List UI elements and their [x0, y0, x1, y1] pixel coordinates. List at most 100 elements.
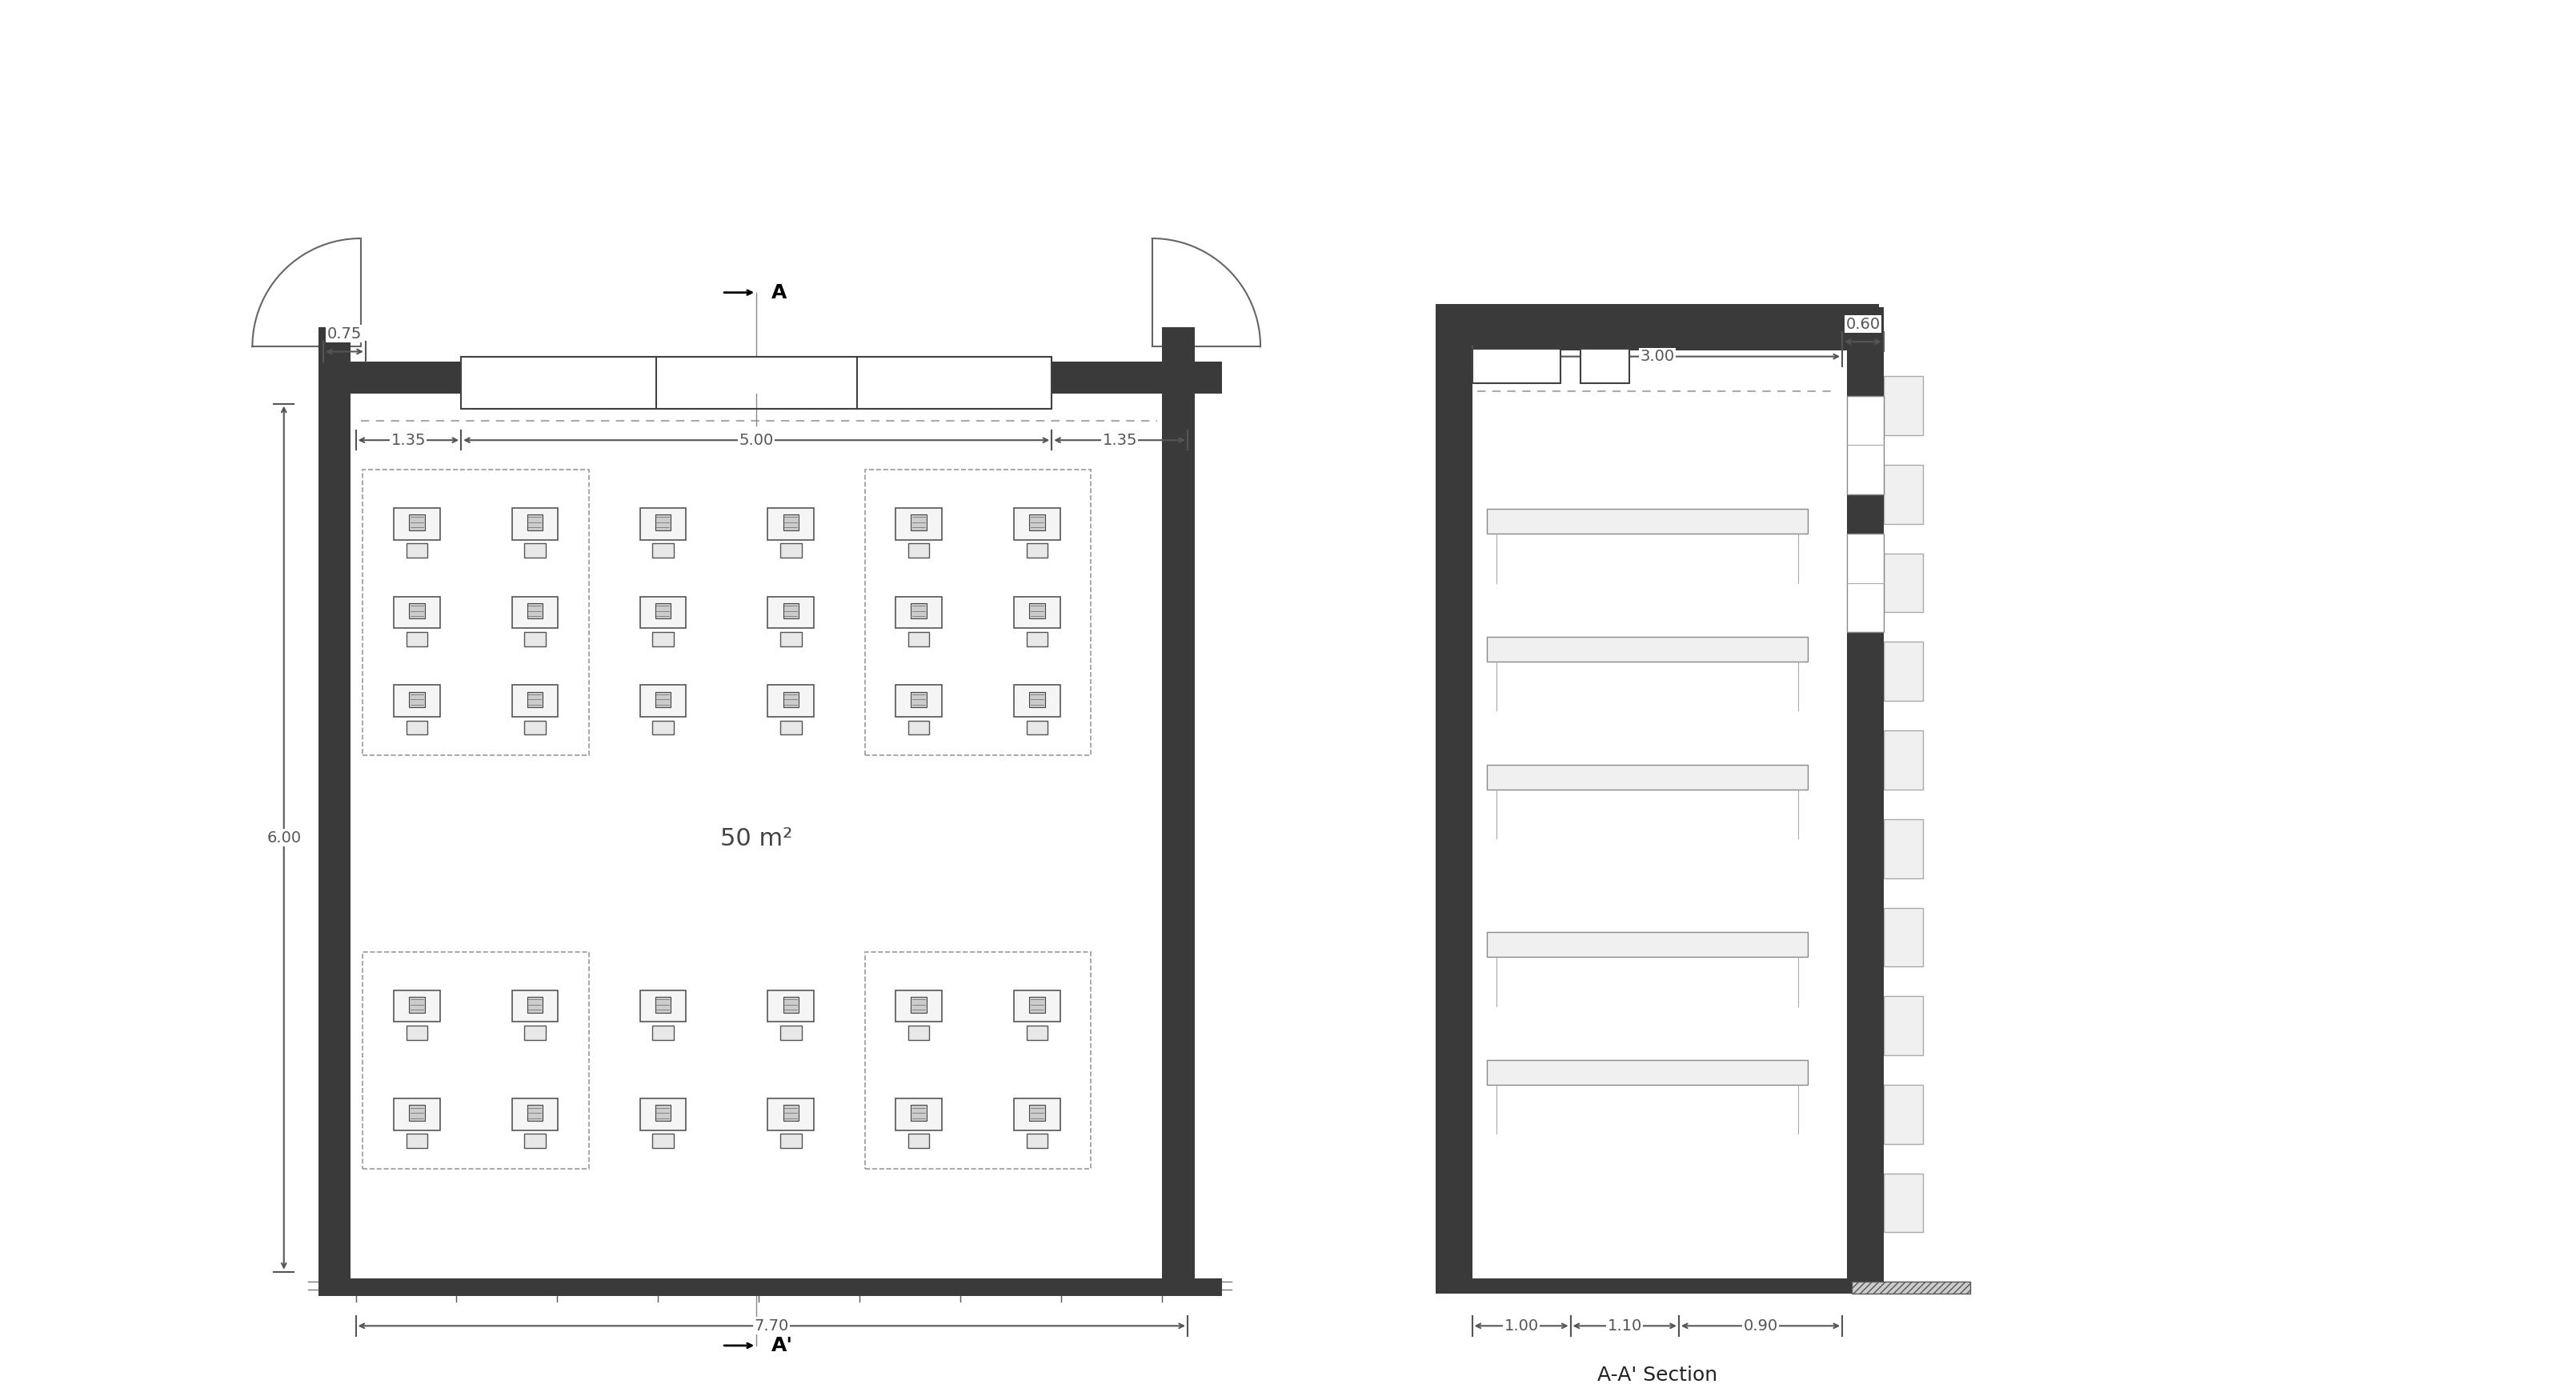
Bar	[1025, 1026, 1048, 1040]
Bar	[513, 990, 559, 1022]
Bar	[909, 1026, 930, 1040]
Text: 1.00: 1.00	[1504, 1319, 1538, 1334]
Bar	[1883, 641, 1922, 701]
Bar	[410, 515, 425, 530]
Text: A': A'	[770, 1337, 793, 1355]
Bar	[1883, 1173, 1922, 1233]
Bar	[912, 691, 927, 708]
Bar	[528, 691, 544, 708]
Bar	[526, 1026, 546, 1040]
Bar	[1883, 465, 1922, 523]
Bar	[912, 515, 927, 530]
Text: 1.35: 1.35	[392, 433, 425, 448]
Bar	[909, 632, 930, 645]
Text: 5.00: 5.00	[739, 433, 773, 448]
Bar	[781, 720, 801, 734]
Bar	[896, 990, 943, 1022]
Bar	[407, 1134, 428, 1148]
Bar	[1486, 933, 1808, 956]
Bar	[461, 357, 1051, 408]
Text: 3.00: 3.00	[1641, 348, 1674, 364]
Bar	[528, 1105, 544, 1120]
Bar	[909, 720, 930, 734]
Bar	[1015, 508, 1059, 540]
Bar	[1883, 730, 1922, 790]
Bar	[513, 597, 559, 629]
Bar	[639, 990, 685, 1022]
Bar	[1883, 819, 1922, 879]
Bar	[654, 997, 670, 1012]
Bar	[783, 1105, 799, 1120]
Bar	[410, 604, 425, 619]
Bar	[912, 604, 927, 619]
Bar	[1847, 533, 1883, 632]
Bar	[654, 691, 670, 708]
Bar	[528, 515, 544, 530]
Bar	[781, 1134, 801, 1148]
Bar	[654, 515, 670, 530]
Bar	[1435, 307, 1471, 1281]
Bar	[526, 720, 546, 734]
Bar	[783, 691, 799, 708]
Bar	[768, 1098, 814, 1130]
Bar	[1015, 990, 1059, 1022]
Text: 1.35: 1.35	[1103, 433, 1136, 448]
Text: 0.75: 0.75	[327, 326, 361, 341]
Bar	[783, 515, 799, 530]
Bar	[639, 686, 685, 716]
Bar	[461, 357, 1051, 394]
Bar	[1847, 396, 1883, 494]
Bar	[394, 597, 440, 629]
Bar	[526, 1134, 546, 1148]
Bar	[1883, 997, 1922, 1055]
Bar	[526, 632, 546, 645]
Bar	[783, 997, 799, 1012]
Bar	[1015, 597, 1059, 629]
Bar	[896, 597, 943, 629]
Bar	[407, 720, 428, 734]
Text: 7.70: 7.70	[755, 1319, 788, 1334]
Bar	[896, 508, 943, 540]
Bar	[410, 691, 425, 708]
Bar	[528, 604, 544, 619]
Bar	[1025, 1134, 1048, 1148]
Bar	[1883, 554, 1922, 612]
Bar	[1025, 543, 1048, 558]
Bar	[513, 686, 559, 716]
Bar	[410, 997, 425, 1012]
Bar	[319, 361, 1221, 394]
Bar	[1030, 691, 1046, 708]
Bar	[896, 1098, 943, 1130]
Bar	[912, 1105, 927, 1120]
Bar	[407, 632, 428, 645]
Bar	[1486, 765, 1808, 790]
Text: 1.10: 1.10	[1607, 1319, 1641, 1334]
Bar	[781, 632, 801, 645]
Bar	[768, 990, 814, 1022]
Bar	[654, 604, 670, 619]
Bar	[1471, 348, 1561, 383]
Text: A-A' Section: A-A' Section	[1597, 1366, 1718, 1385]
Bar	[1579, 348, 1631, 383]
Bar	[639, 508, 685, 540]
Bar	[1015, 1098, 1059, 1130]
Bar	[410, 1105, 425, 1120]
Bar	[513, 1098, 559, 1130]
Bar	[909, 543, 930, 558]
Bar	[866, 469, 1092, 755]
Bar	[1015, 686, 1059, 716]
Bar	[1162, 328, 1195, 1291]
Bar	[652, 543, 672, 558]
Bar	[363, 469, 590, 755]
Bar	[768, 686, 814, 716]
Bar	[407, 1026, 428, 1040]
Bar	[783, 604, 799, 619]
Bar	[1486, 1060, 1808, 1085]
Bar	[363, 952, 590, 1169]
Bar	[394, 686, 440, 716]
Bar	[394, 990, 440, 1022]
Bar	[1030, 1105, 1046, 1120]
Bar	[768, 508, 814, 540]
Bar	[1030, 997, 1046, 1012]
Bar	[1486, 637, 1808, 662]
